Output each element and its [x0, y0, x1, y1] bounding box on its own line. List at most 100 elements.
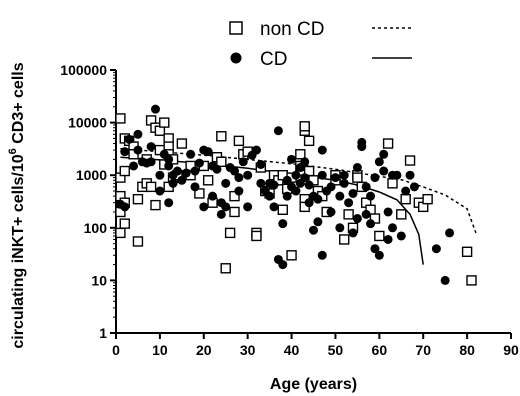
y-tick-label: 10	[91, 272, 107, 288]
y-tick-label: 100000	[60, 62, 107, 78]
point-cd	[146, 157, 156, 167]
y-axis-title-tail: CD3+ cells	[10, 62, 27, 148]
point-cd	[181, 168, 191, 178]
point-non-cd	[382, 138, 394, 149]
point-non-cd	[132, 193, 144, 205]
point-cd	[282, 191, 292, 201]
point-cd	[199, 202, 209, 212]
x-tick-label: 30	[240, 342, 256, 358]
x-tick-label: 20	[196, 342, 212, 358]
x-tick-label: 80	[459, 342, 475, 358]
point-cd	[383, 207, 393, 217]
y-tick-label: 100	[84, 220, 108, 236]
point-cd	[238, 157, 248, 167]
point-cd	[440, 275, 450, 285]
point-cd	[374, 157, 384, 167]
point-non-cd	[145, 181, 157, 193]
point-cd	[212, 164, 222, 174]
point-cd	[164, 154, 174, 164]
y-axis-title-main: circulating iNKT+ cells/10	[10, 154, 27, 348]
point-non-cd	[303, 135, 315, 147]
point-cd	[133, 145, 143, 155]
point-non-cd	[343, 209, 354, 220]
point-cd	[361, 182, 371, 192]
y-tick-label: 1	[99, 325, 107, 341]
x-axis-title: Age (years)	[270, 376, 357, 393]
point-non-cd	[115, 227, 126, 239]
point-cd	[370, 244, 380, 254]
legend-label: non CD	[260, 19, 324, 40]
point-cd	[388, 223, 397, 233]
point-non-cd	[216, 131, 227, 142]
point-cd	[409, 182, 419, 192]
x-tick-label: 70	[415, 342, 431, 358]
point-cd	[405, 170, 415, 180]
point-cd	[361, 209, 371, 219]
point-cd	[335, 191, 345, 201]
point-non-cd	[387, 178, 398, 189]
y-tick-label: 10000	[68, 115, 107, 131]
point-cd	[124, 134, 134, 144]
point-cd	[300, 173, 310, 183]
point-cd	[335, 223, 345, 233]
point-cd	[256, 178, 266, 188]
point-non-cd	[115, 113, 126, 124]
point-non-cd	[299, 121, 310, 132]
point-cd	[151, 104, 160, 114]
x-tick-label: 0	[112, 342, 120, 358]
legend-label: CD	[260, 49, 287, 70]
point-cd	[177, 175, 187, 185]
point-non-cd	[461, 246, 473, 257]
point-cd	[348, 188, 358, 198]
point-cd	[370, 173, 380, 183]
point-non-cd	[374, 230, 385, 242]
point-non-cd	[224, 227, 236, 239]
point-cd	[339, 170, 349, 180]
point-cd	[287, 154, 297, 164]
point-cd	[164, 198, 174, 208]
point-cd	[190, 166, 200, 176]
x-tick-label: 60	[372, 342, 388, 358]
point-non-cd	[229, 206, 240, 218]
point-cd	[265, 191, 275, 201]
point-cd	[330, 173, 340, 183]
point-non-cd	[194, 188, 205, 199]
point-cd	[278, 260, 288, 270]
y-axis-title: circulating iNKT+ cells/106 CD3+ cells	[7, 62, 27, 348]
point-cd	[366, 219, 376, 229]
point-cd	[379, 166, 389, 176]
point-non-cd	[220, 263, 231, 274]
x-tick-label: 40	[284, 342, 300, 358]
point-cd	[431, 244, 441, 254]
point-cd	[155, 170, 165, 180]
point-cd	[234, 173, 244, 183]
legend-marker-circle	[230, 52, 242, 64]
axes: 0 10 20 30 40 50 60 70 80 90 1 10 100 1000 10000 100000	[60, 62, 519, 358]
point-cd	[300, 157, 310, 167]
point-non-cd	[132, 236, 144, 247]
point-non-cd	[150, 199, 161, 211]
point-non-cd	[404, 155, 416, 166]
point-non-cd	[422, 193, 433, 205]
point-cd	[304, 198, 314, 208]
point-cd	[221, 202, 231, 212]
point-cd	[317, 170, 327, 180]
point-cd	[230, 166, 239, 176]
point-cd	[374, 250, 384, 260]
point-cd	[221, 178, 231, 188]
point-cd	[251, 145, 261, 155]
point-non-cd	[396, 209, 407, 220]
x-tick-label: 50	[328, 342, 344, 358]
point-non-cd	[339, 234, 350, 245]
point-cd	[401, 186, 411, 196]
legend: non CD CD	[229, 19, 412, 70]
point-cd	[317, 145, 327, 155]
point-non-cd	[216, 156, 227, 167]
point-cd	[291, 170, 301, 180]
point-cd	[326, 207, 336, 217]
point-cd	[309, 225, 318, 235]
y-tick-label: 1000	[76, 167, 107, 183]
point-non-cd	[233, 135, 245, 147]
